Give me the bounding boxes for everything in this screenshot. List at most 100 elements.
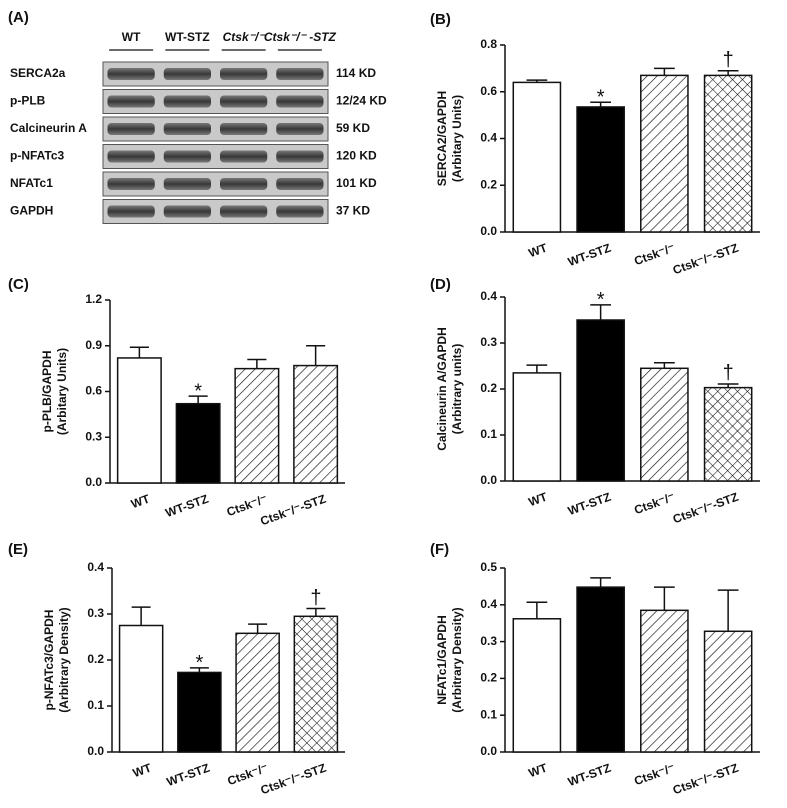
bar	[703, 386, 753, 482]
size-label: 37 KD	[336, 204, 370, 218]
bar	[576, 586, 625, 753]
blot-band	[276, 123, 324, 135]
bar	[175, 402, 221, 484]
y-tick-label: 0.1	[480, 707, 497, 721]
x-tick-label: WT-STZ	[566, 241, 613, 269]
y-tick-label: 1.2	[85, 292, 102, 306]
blot-band	[276, 68, 324, 80]
bar	[235, 632, 280, 753]
y-axis-label: SERCA2/GAPDH	[435, 91, 449, 186]
bar	[116, 357, 162, 484]
size-label: 59 KD	[336, 121, 370, 135]
bar	[293, 364, 339, 484]
x-tick-label: Ctsk⁻/⁻-STZ	[258, 492, 327, 529]
blot-band	[107, 150, 155, 163]
bar	[234, 367, 280, 484]
bar	[118, 624, 164, 753]
x-tick-label: WT-STZ	[566, 761, 613, 789]
size-label: 114 KD	[336, 66, 376, 80]
y-tick-label: 0.3	[480, 335, 497, 349]
protein-label: GAPDH	[10, 204, 53, 218]
y-axis-label: NFATc1/GAPDH	[435, 615, 449, 705]
blot-band	[107, 123, 155, 135]
blot-band	[220, 205, 268, 218]
blot-band	[107, 95, 155, 108]
y-axis-label: p-NFATc3/GAPDH	[42, 610, 56, 711]
significance-mark: †	[310, 587, 321, 609]
blot-band	[220, 123, 268, 135]
size-label: 101 KD	[336, 176, 377, 190]
x-tick-label: WT-STZ	[566, 490, 613, 518]
significance-mark: †	[723, 49, 734, 71]
bar	[177, 671, 222, 753]
x-tick-label: WT	[129, 491, 152, 511]
y-axis-label: (Arbitary Units)	[450, 95, 464, 182]
y-tick-label: 0.4	[480, 131, 497, 145]
y-tick-label: 0.1	[87, 698, 104, 712]
panel-label: (F)	[430, 541, 449, 558]
y-axis-label: (Arbitrary Density)	[450, 607, 464, 712]
y-tick-label: 0.3	[480, 634, 497, 648]
bar	[703, 630, 753, 753]
y-tick-label: 0.3	[87, 606, 104, 620]
x-tick-label: WT	[131, 760, 154, 780]
protein-label: p-NFATc3	[10, 149, 65, 163]
lane-label: Ctsk⁻/⁻	[223, 30, 267, 44]
x-tick-label: Ctsk⁻/⁻-STZ	[259, 761, 328, 798]
lane-label: Ctsk⁻/⁻ -STZ	[264, 30, 337, 44]
size-label: 12/24 KD	[336, 94, 387, 108]
blot-band	[276, 205, 324, 218]
lane-label: WT	[122, 30, 141, 44]
panel-label: (B)	[430, 11, 451, 28]
y-tick-label: 0.0	[480, 473, 497, 487]
blot-band	[107, 178, 155, 190]
bar	[512, 618, 562, 753]
y-tick-label: 0.2	[87, 652, 104, 666]
size-label: 120 KD	[336, 149, 377, 163]
blot-band	[163, 205, 211, 218]
y-tick-label: 0.8	[480, 37, 497, 51]
blot-band	[220, 150, 268, 163]
bar	[576, 319, 625, 482]
blot-band	[220, 178, 268, 190]
y-tick-label: 0.2	[480, 671, 497, 685]
y-tick-label: 0.6	[480, 84, 497, 98]
blot-band	[220, 68, 268, 80]
blot-band	[163, 95, 211, 108]
y-axis-label: Calcineurin A/GAPDH	[435, 327, 449, 451]
protein-label: SERCA2a	[10, 66, 66, 80]
blot-band	[276, 95, 324, 108]
bar	[640, 74, 689, 233]
protein-label: NFATc1	[10, 176, 53, 190]
protein-label: p-PLB	[10, 94, 46, 108]
y-axis-label: (Arbitary Units)	[55, 348, 69, 435]
y-tick-label: 0.1	[480, 427, 497, 441]
x-tick-label: Ctsk⁻/⁻-STZ	[671, 490, 740, 527]
bar	[512, 81, 562, 233]
y-tick-label: 0.4	[480, 289, 497, 303]
x-tick-label: Ctsk⁻/⁻-STZ	[671, 241, 740, 278]
blot-band	[276, 178, 324, 190]
y-tick-label: 0.9	[85, 338, 102, 352]
significance-mark: *	[597, 289, 605, 311]
blot-band	[163, 178, 211, 190]
y-tick-label: 0.4	[480, 597, 497, 611]
blot-band	[163, 150, 211, 163]
blot-band	[220, 95, 268, 108]
significance-mark: *	[597, 87, 605, 109]
lane-label: WT-STZ	[165, 30, 210, 44]
protein-label: Calcineurin A	[10, 121, 87, 135]
bar	[640, 367, 689, 482]
y-tick-label: 0.6	[85, 384, 102, 398]
blot-band	[163, 68, 211, 80]
y-tick-label: 0.3	[85, 429, 102, 443]
y-tick-label: 0.0	[87, 744, 104, 758]
y-tick-label: 0.2	[480, 177, 497, 191]
blot-band	[107, 68, 155, 80]
y-tick-label: 0.2	[480, 381, 497, 395]
x-tick-label: WT-STZ	[163, 492, 210, 520]
significance-mark: *	[194, 380, 202, 402]
bar	[293, 615, 339, 753]
panel-label: (E)	[8, 541, 28, 558]
